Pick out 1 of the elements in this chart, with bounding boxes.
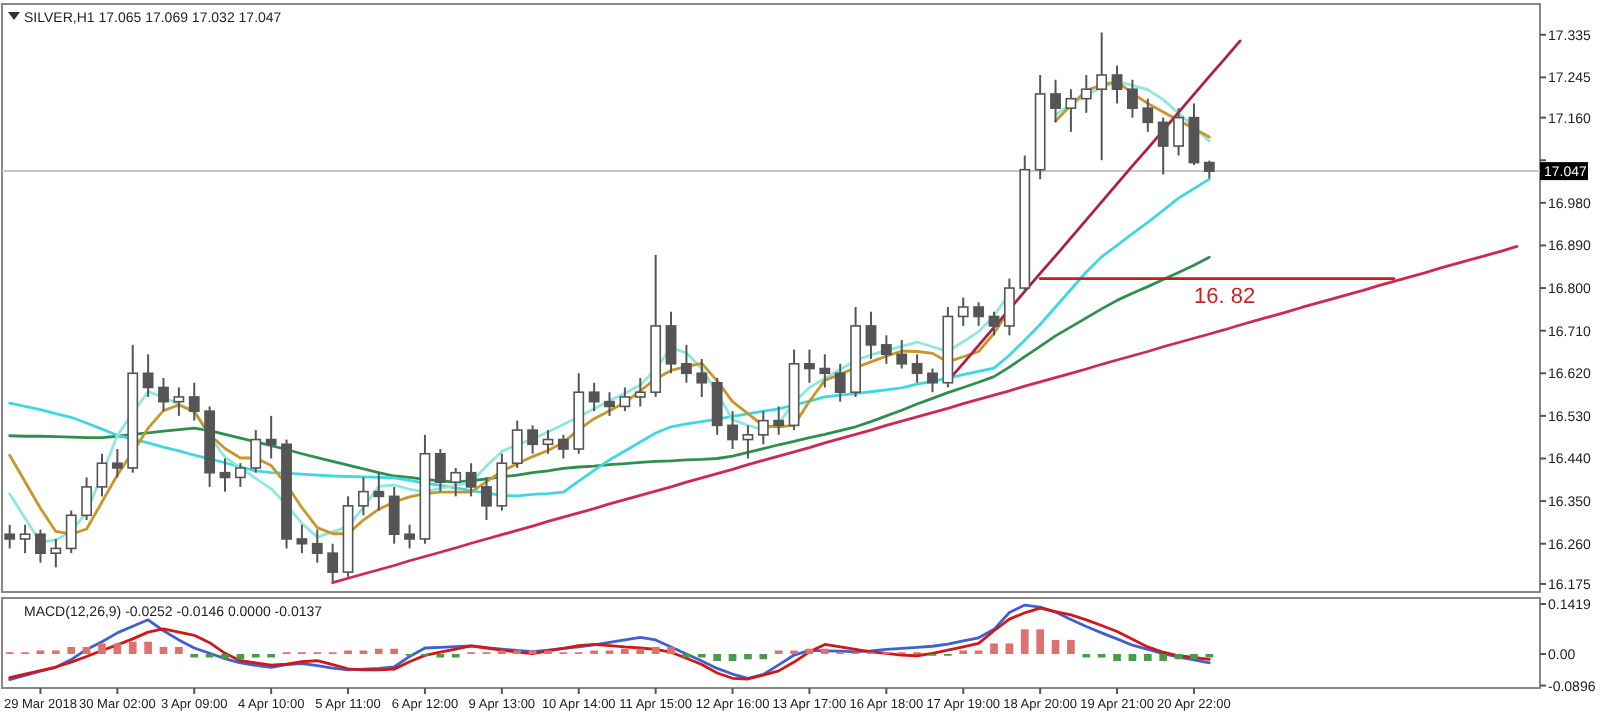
annotation: 16. 82 [1194, 284, 1256, 309]
